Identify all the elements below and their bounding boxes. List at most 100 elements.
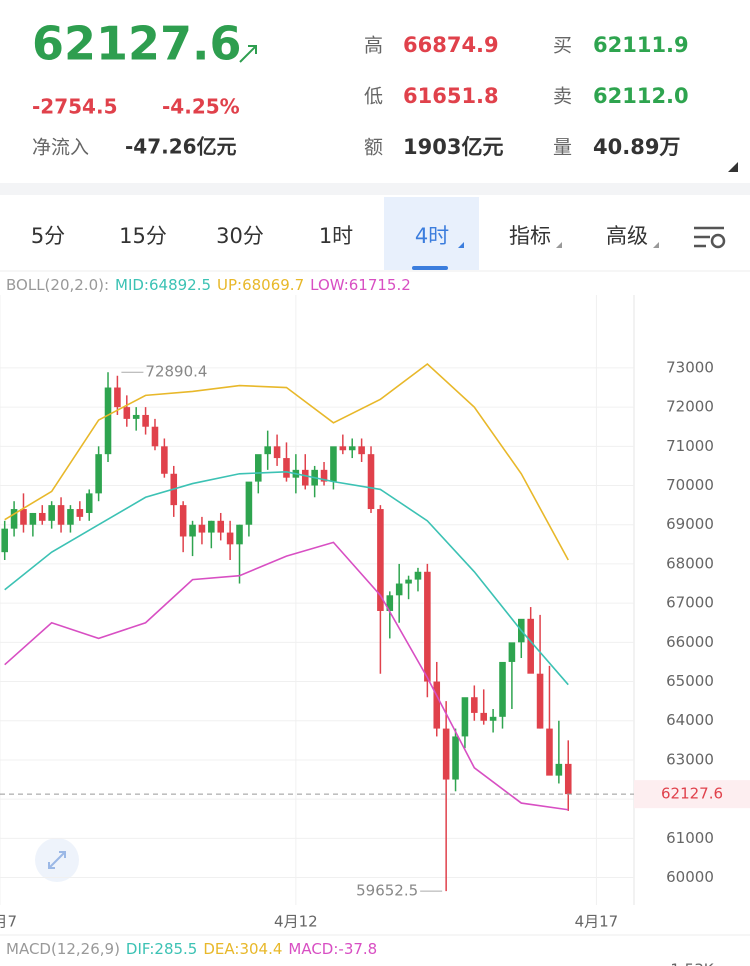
candle-body [489, 716, 497, 721]
candle-body [546, 728, 553, 776]
y-tick-label: 64000 [666, 711, 714, 729]
tab[interactable]: 5分 [31, 224, 65, 248]
expand-icon[interactable] [728, 162, 738, 172]
candle-body [208, 520, 215, 533]
y-tick-label: 67000 [666, 594, 714, 612]
boll-legend: BOLL(20,2.0): MID:64892.5 UP:68069.7 LOW:61… [6, 276, 411, 294]
stat-label: 高 [364, 35, 383, 57]
candle-body [217, 520, 225, 533]
candle-body [564, 763, 572, 795]
y-tick-label: 71000 [666, 437, 714, 455]
stat-label: 量 [553, 137, 572, 159]
macd-item: DEA:304.4 [203, 940, 282, 958]
tab[interactable]: 30分 [216, 224, 264, 248]
candle-body [38, 512, 46, 521]
candle-body [536, 673, 544, 729]
stat-label: 额 [364, 137, 383, 159]
tab[interactable]: 15分 [119, 224, 167, 248]
macd-item: DIF:285.5 [126, 940, 197, 958]
macd-legend: MACD(12,26,9) DIF:285.5 DEA:304.4 MACD:-37.… [6, 940, 377, 958]
candle-body [132, 414, 140, 419]
boll-item: UP:68069.7 [217, 276, 304, 294]
candle-body [527, 618, 534, 674]
tab[interactable]: 1时 [319, 224, 353, 248]
candle-body [67, 509, 74, 525]
y-tick-label: 66000 [666, 633, 714, 651]
candle-body [10, 509, 18, 529]
candle-body [301, 469, 309, 486]
candle-body [189, 524, 196, 537]
candle-body [1, 528, 8, 553]
change: -2754.5 [32, 95, 117, 119]
candle-body [29, 512, 37, 525]
candle-body [198, 524, 206, 533]
y-tick-label: 69000 [666, 515, 714, 533]
candle-body [142, 414, 149, 427]
stat-value: 62111.9 [593, 33, 689, 57]
candle-body [179, 505, 187, 537]
zoom-icon [48, 851, 66, 869]
candle-body [405, 579, 412, 584]
band-line [4, 471, 569, 686]
candle-body [358, 446, 365, 455]
candle-body [123, 407, 131, 419]
stat-value: 61651.8 [403, 84, 499, 108]
y-tick-label: 65000 [666, 672, 714, 690]
min-label: 59652.5 [356, 882, 418, 900]
candle-body [57, 505, 65, 525]
x-tick-label: 4月12 [274, 913, 318, 931]
stat-label: 低 [364, 86, 383, 108]
tab-dropdown [458, 242, 464, 248]
candle-body [273, 446, 281, 459]
candle-body [414, 571, 422, 580]
up-arrow [239, 45, 257, 63]
stat-value: 40.89万 [593, 135, 680, 159]
x-tick-label: 4月17 [575, 913, 619, 931]
candle-body [85, 493, 93, 513]
x-tick-label: 4月7 [0, 913, 17, 931]
candle-body [95, 454, 102, 494]
max-label: 72890.4 [145, 363, 207, 381]
boll-item: LOW:61715.2 [310, 276, 411, 294]
candle-body [339, 446, 347, 451]
candle-body [151, 426, 159, 447]
candle-body [471, 697, 478, 713]
candle-body [395, 583, 403, 596]
candle-body [555, 763, 563, 776]
tab-dropdown [653, 242, 659, 248]
divider [0, 183, 750, 195]
candle-body [480, 712, 488, 721]
stat-value: 62112.0 [593, 84, 689, 108]
tab[interactable]: 指标 [509, 224, 551, 248]
candle-body [236, 524, 243, 545]
candle-body [377, 509, 384, 611]
boll-item: MID:64892.5 [115, 276, 211, 294]
net-inflow-label: 净流入 [32, 137, 89, 159]
tab[interactable]: 4时 [415, 224, 449, 248]
boll-item: BOLL(20,2.0): [6, 276, 109, 294]
tab-indicator [412, 266, 448, 270]
settings-icon[interactable] [694, 226, 726, 249]
candle-body [461, 697, 469, 737]
band-line [4, 362, 569, 561]
price: 62127.6 [32, 17, 242, 71]
candle-body [367, 454, 375, 510]
candle-body [255, 454, 262, 482]
candle-body [499, 661, 506, 717]
candle-body [161, 446, 168, 474]
candle-body [330, 446, 337, 482]
macd-axis-label: 1.53K [670, 961, 714, 966]
candle-body [104, 387, 112, 455]
last-price-label: 62127.6 [661, 785, 723, 803]
tab[interactable]: 高级 [606, 224, 648, 248]
candle-body [114, 387, 121, 408]
candle-body [433, 681, 441, 729]
band-line [4, 541, 569, 811]
selected-tab-bg [384, 197, 479, 270]
candle-body [320, 469, 328, 482]
candle-body [508, 642, 516, 662]
candle-body [283, 458, 290, 478]
macd-item: MACD:-37.8 [288, 940, 377, 958]
candle-body [348, 446, 356, 451]
candle-body [424, 571, 431, 682]
